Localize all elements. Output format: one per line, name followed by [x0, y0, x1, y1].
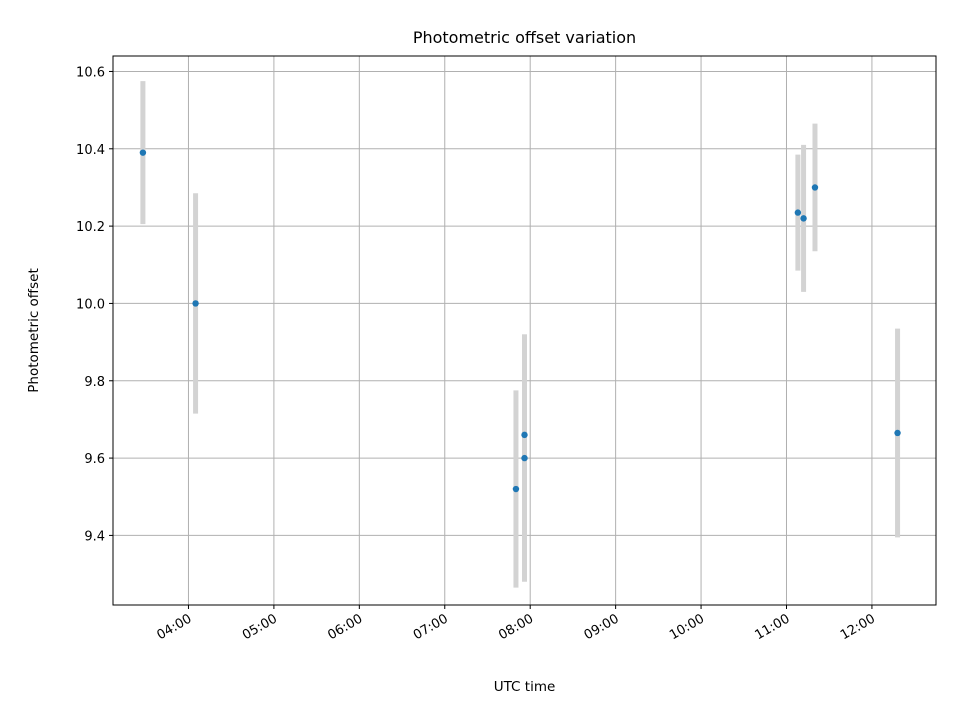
data-point: [192, 300, 199, 307]
y-tick-label: 10.4: [76, 143, 105, 158]
data-point: [800, 215, 807, 222]
x-tick-label: 04:00: [155, 611, 195, 643]
y-axis-label: Photometric offset: [26, 268, 42, 392]
x-axis-ticks: 04:00 05:00 06:00 07:00 08:00 09:00 10:00 11:00…: [155, 605, 878, 643]
data-point: [521, 454, 528, 462]
x-tick-label: 07:00: [411, 611, 451, 643]
y-axis-ticks: 9.4 9.6 9.8 10.0 10.2 10.4 10.6: [76, 65, 113, 544]
y-tick-label: 9.6: [84, 452, 105, 467]
x-tick-label: 09:00: [582, 611, 622, 643]
x-axis-label: UTC time: [494, 679, 556, 695]
y-tick-label: 10.6: [76, 65, 105, 80]
x-tick-label: 10:00: [667, 611, 707, 643]
data-point: [811, 184, 819, 191]
data-point: [139, 149, 147, 156]
x-tick-label: 11:00: [753, 611, 793, 643]
y-tick-label: 10.0: [76, 297, 105, 312]
data-point: [794, 209, 802, 216]
x-tick-label: 12:00: [838, 611, 878, 643]
y-tick-label: 9.4: [84, 529, 105, 544]
data-point: [521, 431, 528, 439]
data-points: [139, 149, 901, 493]
plot-frame: [112, 55, 937, 606]
y-tick-label: 10.2: [76, 220, 105, 235]
y-tick-label: 9.8: [84, 375, 105, 390]
data-point: [894, 429, 901, 437]
data-point: [512, 485, 520, 493]
x-tick-label: 06:00: [325, 611, 365, 643]
x-tick-label: 08:00: [496, 611, 536, 643]
chart-title: Photometric offset variation: [413, 28, 636, 47]
error-bars: [140, 81, 901, 588]
x-tick-label: 05:00: [240, 611, 280, 643]
